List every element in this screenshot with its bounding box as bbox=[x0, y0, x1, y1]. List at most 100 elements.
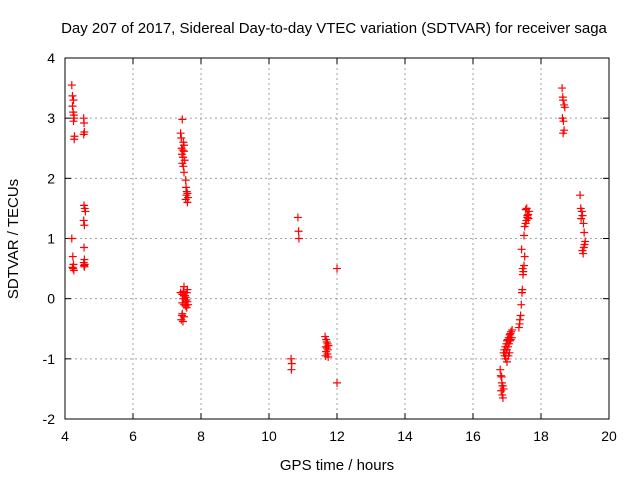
y-tick-label: -2 bbox=[43, 411, 56, 427]
x-tick-label: 8 bbox=[197, 428, 205, 444]
y-tick-label: 3 bbox=[47, 110, 55, 126]
data-point bbox=[69, 117, 78, 126]
data-point bbox=[70, 135, 79, 144]
data-point bbox=[580, 228, 589, 237]
data-point bbox=[579, 219, 588, 228]
data-point bbox=[176, 129, 185, 138]
data-point bbox=[80, 262, 89, 271]
data-point bbox=[496, 365, 505, 374]
data-points bbox=[67, 81, 590, 402]
data-point bbox=[293, 213, 302, 222]
data-point bbox=[68, 102, 77, 111]
x-tick-label: 12 bbox=[329, 428, 345, 444]
data-point bbox=[559, 117, 568, 126]
data-point bbox=[67, 81, 76, 90]
data-point bbox=[577, 207, 586, 216]
data-point bbox=[182, 183, 191, 192]
data-point bbox=[183, 285, 192, 294]
data-point bbox=[69, 96, 78, 105]
data-point bbox=[520, 231, 528, 240]
data-point bbox=[79, 216, 88, 225]
data-point bbox=[507, 327, 516, 336]
data-point bbox=[177, 315, 186, 324]
data-point bbox=[183, 198, 192, 207]
x-tick-label: 18 bbox=[533, 428, 549, 444]
data-point bbox=[506, 335, 515, 344]
data-point bbox=[178, 146, 187, 155]
data-point bbox=[80, 243, 89, 252]
data-point bbox=[521, 205, 530, 214]
y-tick-label: 0 bbox=[47, 291, 55, 307]
data-point bbox=[520, 252, 529, 261]
data-point bbox=[67, 234, 76, 243]
data-point bbox=[179, 287, 188, 296]
data-point bbox=[498, 381, 507, 390]
data-point bbox=[507, 333, 516, 342]
data-point bbox=[287, 365, 296, 374]
data-point bbox=[517, 245, 526, 254]
data-point bbox=[80, 221, 89, 230]
data-point bbox=[515, 315, 524, 324]
data-point bbox=[68, 252, 77, 261]
data-point bbox=[181, 176, 190, 185]
data-point bbox=[524, 214, 533, 223]
data-point bbox=[79, 130, 88, 139]
x-axis-label: GPS time / hours bbox=[280, 457, 394, 474]
data-point bbox=[560, 103, 569, 112]
data-point bbox=[559, 96, 568, 105]
data-point bbox=[179, 162, 188, 171]
x-tick-label: 14 bbox=[397, 428, 413, 444]
data-point bbox=[518, 264, 527, 273]
data-point bbox=[287, 354, 296, 363]
data-point bbox=[576, 191, 585, 200]
data-point bbox=[558, 84, 567, 93]
x-tick-label: 4 bbox=[61, 428, 69, 444]
y-tick-label: -1 bbox=[43, 351, 56, 367]
data-point bbox=[505, 348, 514, 357]
data-point bbox=[518, 285, 527, 294]
data-point bbox=[577, 214, 586, 223]
data-point bbox=[294, 227, 303, 236]
data-point bbox=[497, 372, 506, 381]
data-point bbox=[333, 378, 341, 387]
x-tick-label: 16 bbox=[465, 428, 481, 444]
data-point bbox=[177, 311, 186, 320]
x-tick-label: 10 bbox=[261, 428, 277, 444]
y-axis-label: SDTVAR / TECUs bbox=[5, 179, 22, 299]
data-point bbox=[498, 393, 507, 402]
data-point bbox=[514, 323, 523, 332]
grid-lines bbox=[65, 58, 609, 419]
data-point bbox=[496, 371, 505, 380]
data-point bbox=[178, 115, 187, 124]
data-point bbox=[517, 300, 526, 309]
data-point bbox=[68, 91, 77, 100]
x-tick-label: 6 bbox=[129, 428, 137, 444]
chart-title: Day 207 of 2017, Sidereal Day-to-day VTE… bbox=[61, 20, 607, 37]
data-point bbox=[579, 249, 588, 258]
y-tick-label: 4 bbox=[47, 50, 55, 66]
data-point bbox=[322, 344, 331, 353]
data-point bbox=[516, 311, 525, 320]
data-point bbox=[184, 300, 193, 309]
data-point bbox=[294, 234, 303, 243]
data-point bbox=[333, 264, 341, 273]
data-point bbox=[69, 266, 78, 275]
data-point bbox=[522, 204, 531, 213]
data-point bbox=[81, 207, 90, 216]
data-point bbox=[183, 189, 192, 198]
data-point bbox=[559, 129, 568, 138]
data-point bbox=[69, 264, 78, 273]
data-point bbox=[324, 353, 333, 362]
y-tick-label: 1 bbox=[47, 231, 55, 247]
data-point bbox=[180, 168, 188, 177]
x-tick-label: 20 bbox=[601, 428, 617, 444]
data-point bbox=[80, 118, 89, 127]
data-point bbox=[508, 325, 517, 334]
data-point bbox=[178, 317, 187, 326]
data-point bbox=[497, 386, 506, 395]
y-tick-label: 2 bbox=[47, 170, 55, 186]
data-point bbox=[177, 134, 186, 143]
data-point bbox=[503, 357, 511, 366]
